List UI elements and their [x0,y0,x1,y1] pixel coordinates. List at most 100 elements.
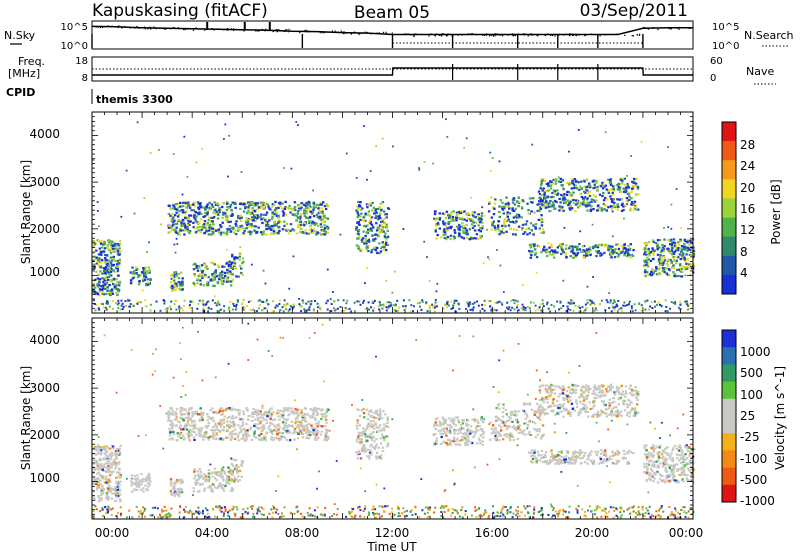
echo-point [527,209,530,212]
echo-point [325,415,328,418]
echo-point [365,203,369,206]
echo-point [229,473,232,476]
echo-point [222,489,226,492]
ground-scatter-point [559,300,562,303]
noise-point [150,28,152,30]
echo-point [111,240,114,243]
ground-scatter-point [255,310,258,313]
echo-point [434,218,437,221]
echo-point [528,243,532,246]
echo-point [645,253,648,256]
echo-point [601,194,604,198]
echo-point [312,426,316,429]
echo-point [117,248,120,251]
echo-point [375,208,378,211]
ground-scatter-point [394,303,397,306]
echo-point [220,282,223,285]
ground-scatter-point [529,301,532,304]
noise-point [117,26,119,28]
echo-point [689,242,692,245]
echo-point [223,470,227,473]
echo-point [575,248,579,251]
sparse-echo-point [183,135,186,138]
echo-point [538,227,541,230]
echo-point [379,202,382,205]
echo-point [378,224,382,227]
echo-point [226,276,230,279]
echo-point [231,408,234,411]
ground-scatter-point [651,307,654,309]
echo-point [184,229,187,232]
echo-point [668,274,671,277]
echo-point [556,251,559,254]
ground-scatter-point [202,308,205,311]
power-axis-ticks [91,111,694,314]
echo-point [672,266,675,270]
echo-point [561,243,564,246]
echo-point [578,185,582,188]
echo-point [277,423,281,426]
echo-point [213,467,217,470]
echo-point [378,252,381,255]
echo-point [678,243,681,246]
echo-point [536,203,539,206]
echo-point [271,423,274,426]
echo-point [309,408,312,411]
echo-point [101,484,104,488]
noise-point [584,33,586,36]
echo-point [136,477,139,480]
echo-point [221,276,224,280]
ground-scatter-point [393,309,396,312]
echo-point [300,420,303,423]
echo-point [587,201,590,204]
ground-scatter-point [556,300,559,303]
echo-point [184,216,187,219]
echo-point [221,265,224,268]
echo-point [233,458,236,461]
echo-point [93,264,96,267]
echo-point [208,224,211,227]
echo-point [325,421,328,424]
echo-point [177,487,180,491]
echo-point [385,248,388,252]
echo-point [225,480,229,483]
echo-point [586,192,589,195]
echo-point [492,220,495,223]
noise-point [536,34,538,36]
echo-point [233,263,236,266]
echo-point [551,253,554,256]
echo-point [488,202,491,205]
echo-point [320,413,323,416]
ground-scatter-point [122,305,125,308]
echo-point [451,215,455,219]
echo-point [585,248,589,251]
echo-point [671,266,674,269]
echo-point [534,227,537,230]
noise-left-tick-top: 10^5 [61,22,88,33]
echo-point [445,210,449,213]
echo-point [176,283,179,286]
sparse-echo-point [385,279,388,282]
ground-scatter-point [278,303,281,305]
echo-point [189,220,192,223]
echo-point [666,264,670,267]
echo-point [313,223,317,227]
echo-point [230,480,233,483]
noise-point [638,34,641,36]
echo-point [538,209,541,212]
echo-point [597,251,600,254]
echo-point [218,211,221,214]
echo-point [249,203,253,206]
echo-point [226,479,230,482]
echo-point [452,218,455,222]
echo-point [368,202,371,205]
echo-point [237,215,240,218]
echo-point [217,474,221,477]
ground-scatter-point [308,306,311,309]
echo-point [196,482,200,485]
sparse-echo-point [203,284,206,287]
echo-point [191,430,194,433]
echo-point [657,260,661,263]
echo-point [180,223,183,226]
echo-point [561,206,564,209]
